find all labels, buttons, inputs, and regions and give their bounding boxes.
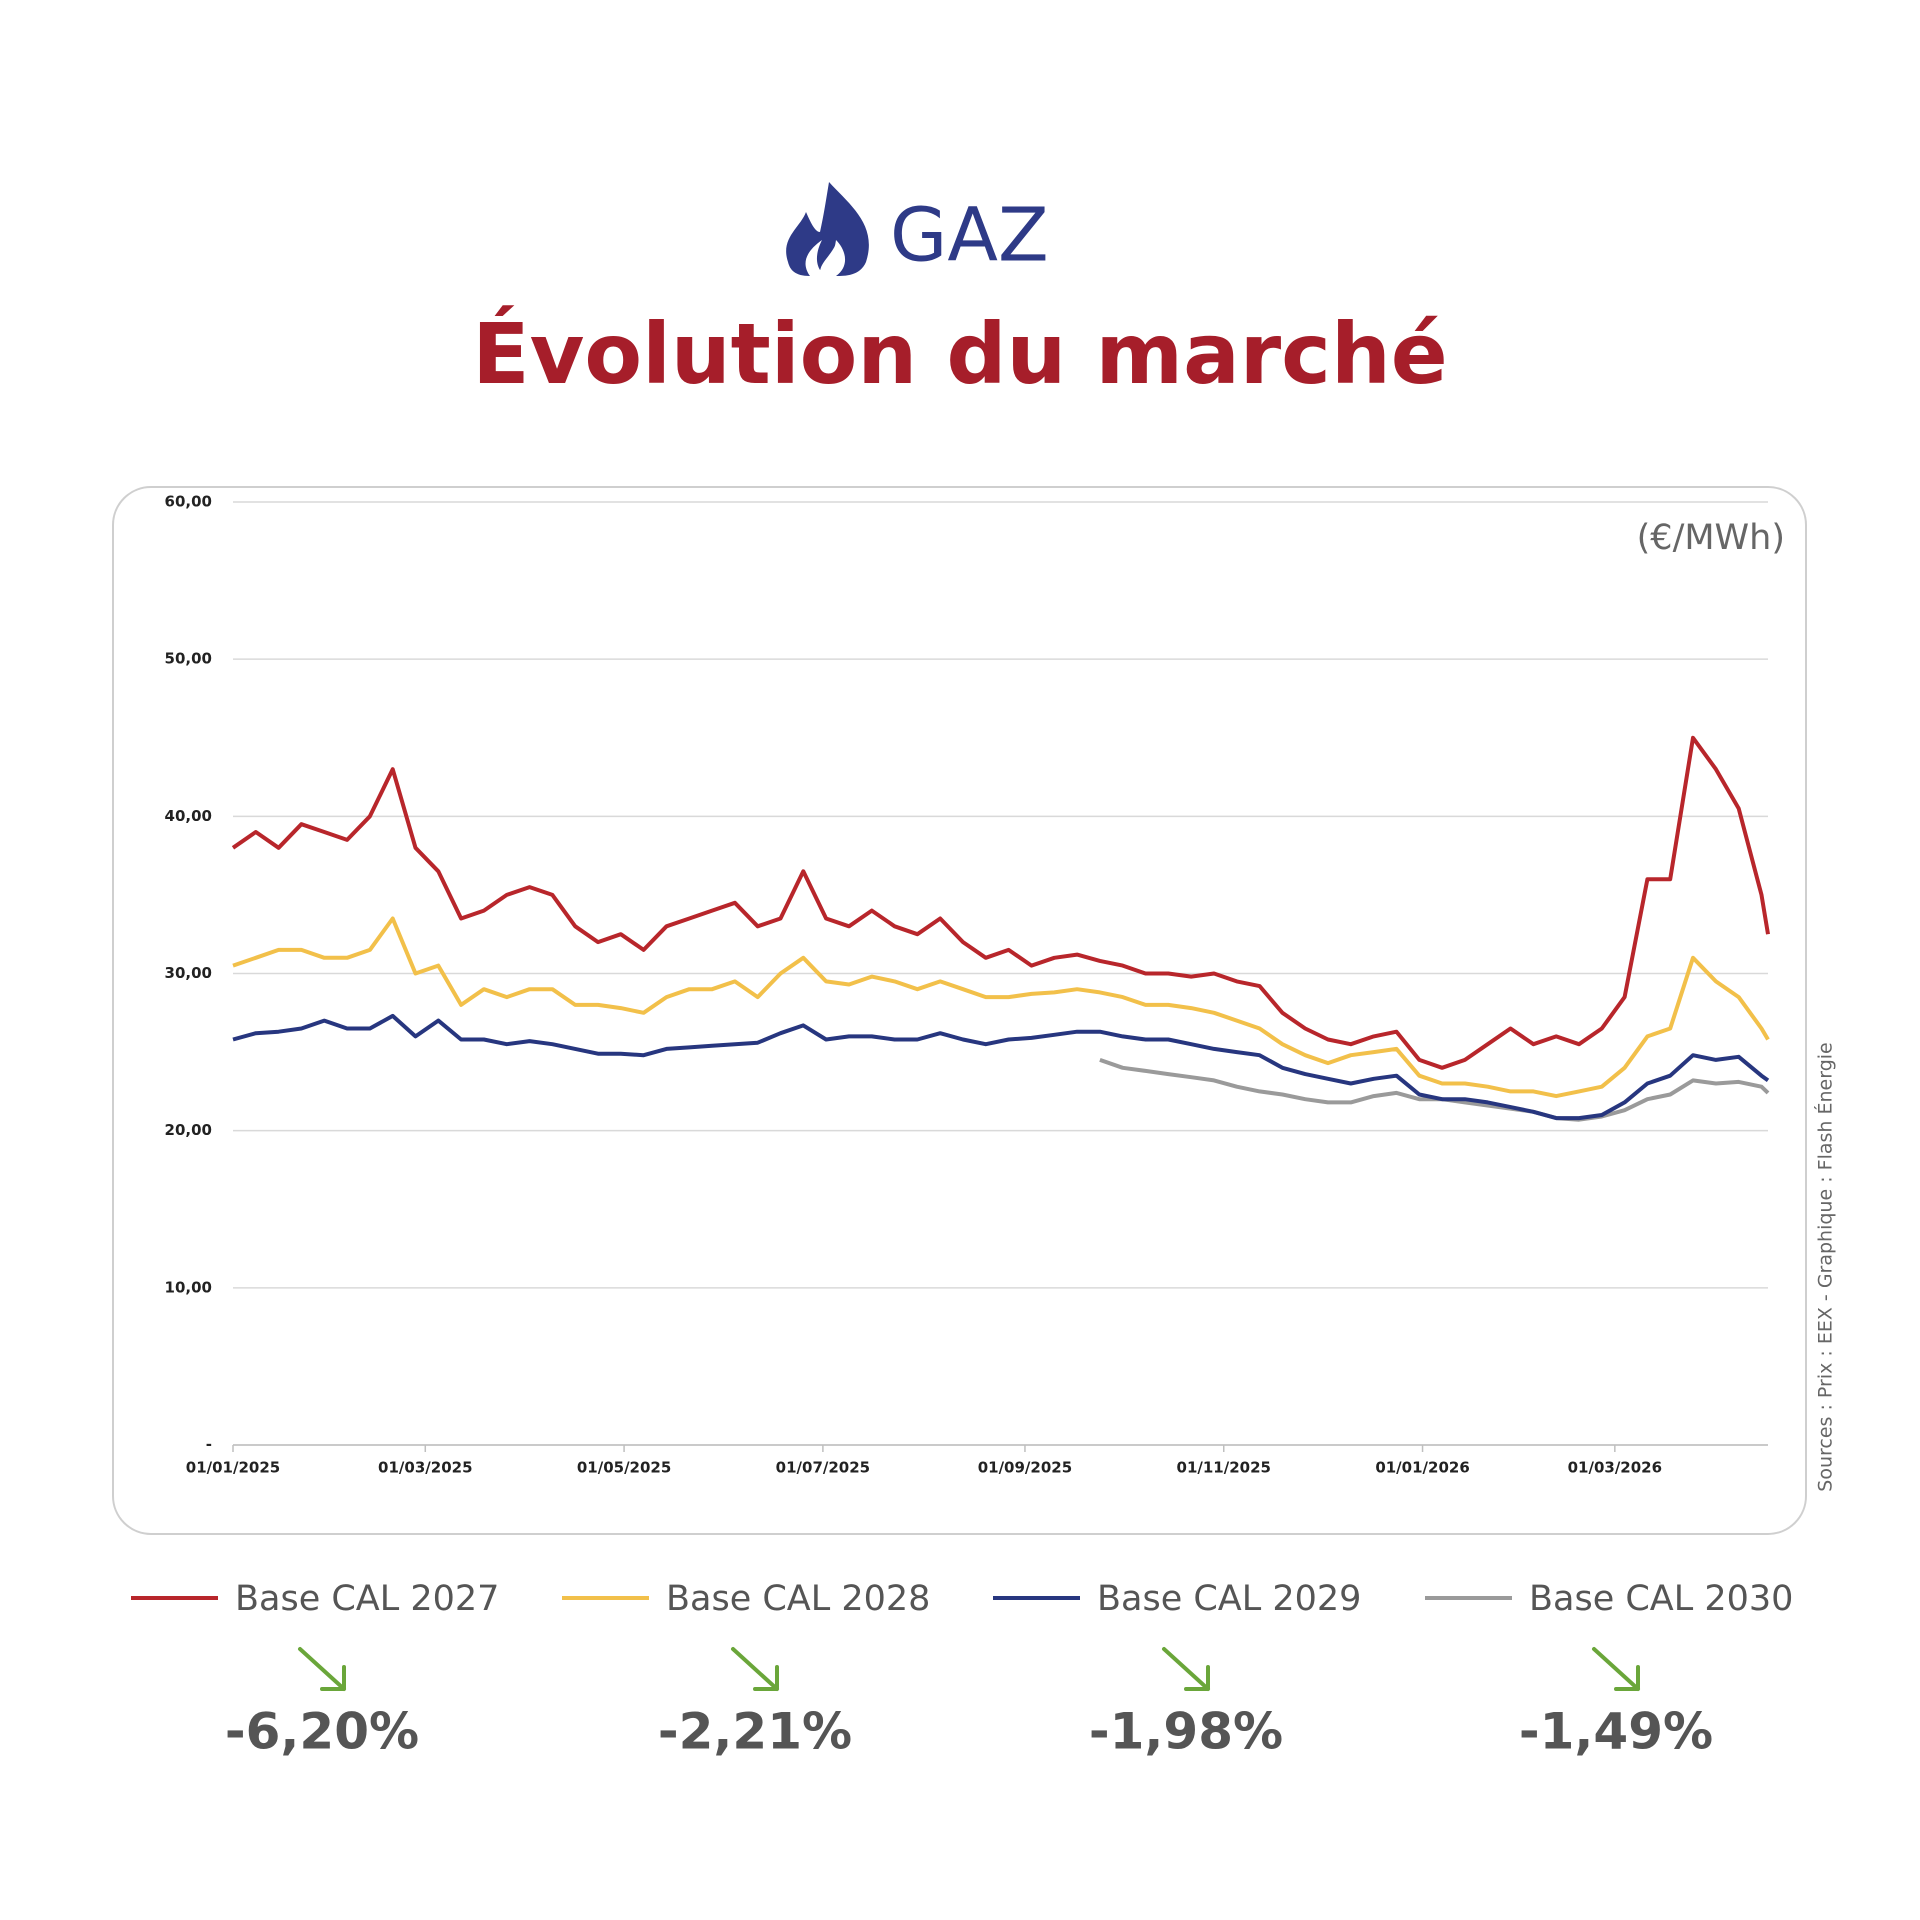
- change-arrow: [298, 1647, 346, 1691]
- legend-item: Base CAL 2029 -1,98%: [993, 1579, 1361, 1761]
- y-tick-label: 20,00: [165, 1121, 212, 1139]
- x-tick-label: 01/01/2025: [186, 1459, 280, 1477]
- change-label: -2,21%: [658, 1703, 852, 1761]
- change-label: -1,49%: [1519, 1703, 1713, 1761]
- change-arrow: [731, 1647, 779, 1691]
- legend-item: Base CAL 2027 -6,20%: [131, 1579, 499, 1761]
- change-label: -1,98%: [1089, 1703, 1283, 1761]
- x-tick-label: 01/03/2025: [378, 1459, 472, 1477]
- unit-label: (€/MWh): [1637, 518, 1785, 558]
- y-tick-label: 40,00: [165, 807, 212, 825]
- chart-frame: [112, 486, 1807, 1535]
- chart-title: Évolution du marché: [472, 305, 1448, 403]
- source-note: Sources : Prix : EEX - Graphique : Flash…: [1814, 1042, 1837, 1491]
- x-tick-label: 01/01/2026: [1375, 1459, 1469, 1477]
- legend-label: Base CAL 2027: [235, 1579, 499, 1619]
- series-line: [1099, 1058, 1770, 1122]
- flame-icon: [786, 182, 869, 276]
- x-tick-label: 01/05/2025: [577, 1459, 671, 1477]
- legend-label: Base CAL 2030: [1529, 1579, 1793, 1619]
- flame: [786, 182, 869, 276]
- x-tick-label: 01/03/2026: [1568, 1459, 1662, 1477]
- y-tick-label: 50,00: [165, 650, 212, 668]
- series-line: [232, 1013, 1770, 1121]
- y-tick-label: 30,00: [165, 964, 212, 982]
- y-tick-label: -: [206, 1436, 212, 1454]
- x-tick-label: 01/07/2025: [776, 1459, 870, 1477]
- legend-item: Base CAL 2030 -1,49%: [1425, 1579, 1793, 1761]
- y-tick-label: 60,00: [165, 493, 212, 511]
- x-tick-label: 01/09/2025: [978, 1459, 1072, 1477]
- series-line: [231, 735, 1770, 1070]
- y-tick-label: 10,00: [165, 1278, 212, 1296]
- legend-label: Base CAL 2028: [666, 1579, 930, 1619]
- legend-item: Base CAL 2028 -2,21%: [562, 1579, 930, 1761]
- flame-inner: [820, 244, 843, 276]
- x-tick-label: 01/11/2025: [1177, 1459, 1271, 1477]
- section-label: GAZ: [890, 193, 1049, 279]
- change-arrow: [1162, 1647, 1210, 1691]
- series-line: [232, 916, 1770, 1099]
- change-label: -6,20%: [225, 1703, 419, 1761]
- change-arrow: [1592, 1647, 1640, 1691]
- legend-label: Base CAL 2029: [1097, 1579, 1361, 1619]
